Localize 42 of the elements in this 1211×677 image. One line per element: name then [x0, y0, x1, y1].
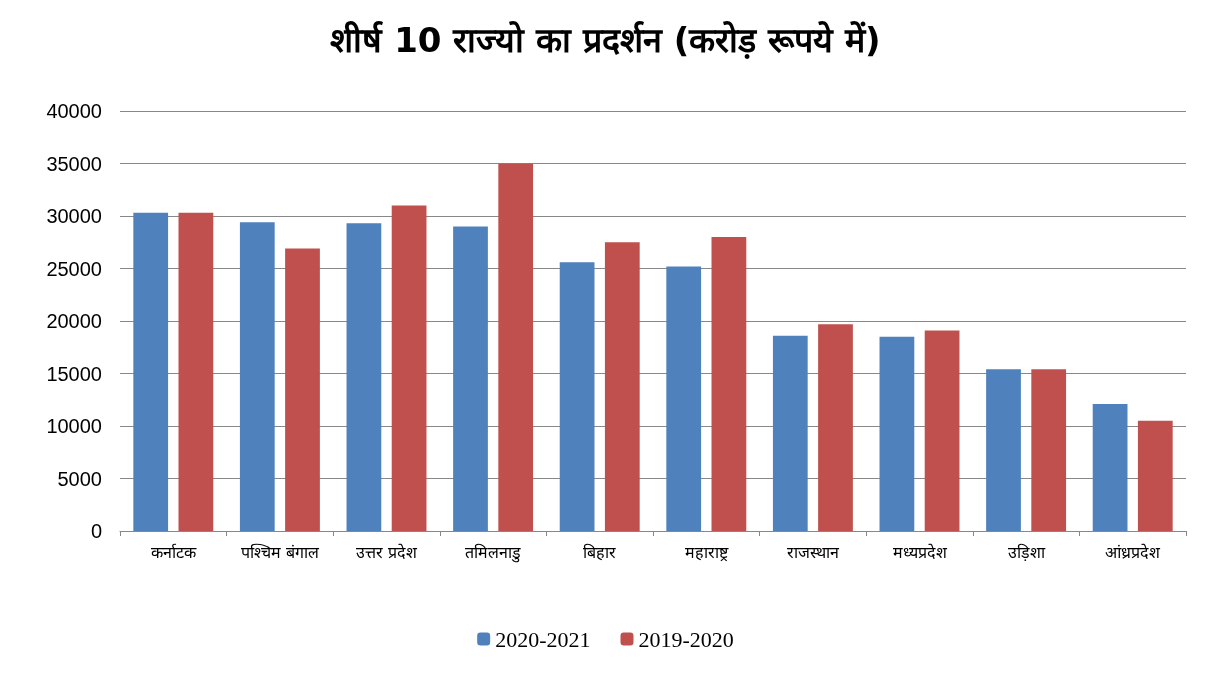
- bar: [604, 242, 640, 531]
- bar: [1137, 420, 1173, 531]
- x-tick-label: मध्यप्रदेश: [892, 542, 948, 562]
- x-tick-label: पश्चिम बंगाल: [240, 542, 320, 562]
- y-tick-label: 30000: [46, 205, 102, 227]
- bar: [498, 163, 534, 531]
- bar: [924, 330, 960, 531]
- x-tick-label: राजस्थान: [786, 542, 840, 562]
- bar: [1092, 403, 1128, 531]
- bar: [559, 262, 595, 531]
- y-tick-label: 35000: [46, 152, 102, 175]
- bar: [346, 223, 382, 531]
- x-tick-label: उड़िशा: [1007, 542, 1046, 562]
- bar: [986, 369, 1021, 531]
- y-tick-label: 20000: [46, 310, 102, 332]
- bar: [133, 212, 169, 531]
- chart-title: शीर्ष 10 राज्यो का प्रदर्शन (करोड़ रूपये में): [330, 20, 881, 60]
- y-tick-label: 40000: [46, 100, 102, 122]
- bar: [391, 205, 427, 531]
- legend-label: 2020-2021: [495, 626, 591, 652]
- x-tick-label: महाराष्ट्र: [684, 542, 729, 562]
- y-tick-label: 10000: [46, 415, 102, 437]
- y-tick-label: 5000: [57, 467, 102, 490]
- bar: [239, 222, 275, 531]
- x-tick-label: आंध्रप्रदेश: [1105, 542, 1162, 562]
- bar: [178, 212, 214, 531]
- bar: [711, 237, 747, 531]
- x-tick-label: उत्तर प्रदेश: [355, 542, 419, 562]
- bar: [772, 335, 808, 531]
- y-tick-label: 15000: [46, 362, 102, 385]
- bar: [285, 248, 320, 531]
- x-tick-label: कर्नाटक: [150, 542, 197, 562]
- bar: [879, 336, 915, 531]
- x-tick-label: तमिलनाडु: [465, 542, 522, 563]
- y-tick-label: 0: [90, 520, 102, 542]
- y-tick-label: 25000: [46, 257, 102, 280]
- bar: [818, 324, 853, 531]
- bar: [1031, 369, 1067, 531]
- legend-label: 2019-2020: [638, 626, 734, 652]
- bar: [666, 266, 702, 531]
- bar: [453, 226, 488, 531]
- x-tick-label: बिहार: [583, 542, 617, 562]
